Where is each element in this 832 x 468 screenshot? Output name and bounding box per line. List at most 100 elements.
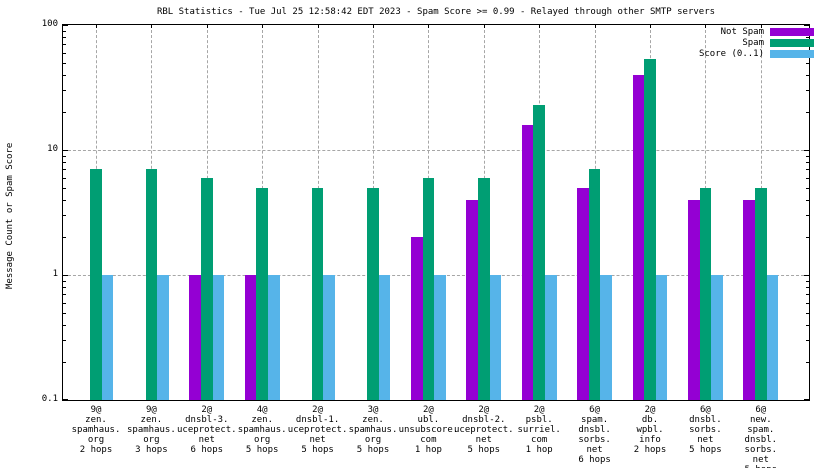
score-swatch <box>770 49 814 58</box>
y-minor-tick <box>806 312 809 314</box>
y-minor-tick <box>63 90 66 92</box>
x-axis-label: 2@ db. wpbl. info 2 hops <box>633 405 667 455</box>
x-axis-label: 2@ ubl. unsubscore. com 1 hop <box>398 405 459 455</box>
bar-score-0-1 <box>378 275 391 400</box>
x-axis-label: 3@ zen. spamhaus. org 5 hops <box>348 405 398 455</box>
y-tick-label: 1 <box>52 269 58 279</box>
bar-spam <box>311 187 324 400</box>
bar-spam <box>90 169 102 400</box>
bar-not-spam <box>521 124 534 400</box>
y-major-tick <box>63 275 68 276</box>
y-minor-tick <box>806 294 809 296</box>
not-spam-swatch <box>770 27 814 36</box>
x-tick <box>483 25 485 28</box>
y-minor-tick <box>63 52 66 54</box>
bar-spam <box>256 187 268 400</box>
y-minor-tick <box>806 74 809 76</box>
legend-item-not-spam: Not Spam <box>699 26 814 37</box>
bar-not-spam <box>411 237 423 400</box>
y-minor-tick <box>63 74 66 76</box>
bar-score-0-1 <box>268 275 280 400</box>
x-tick <box>373 25 374 28</box>
y-minor-tick <box>63 340 66 342</box>
y-major-tick <box>804 150 809 151</box>
y-minor-tick <box>63 187 66 189</box>
bar-spam <box>644 59 656 400</box>
y-minor-tick <box>806 324 809 326</box>
y-major-tick <box>63 25 68 26</box>
y-tick-label: 100 <box>41 19 58 29</box>
y-minor-tick <box>806 37 809 39</box>
y-minor-tick <box>63 215 66 217</box>
y-axis-label: Message Count or Spam Score <box>5 142 15 289</box>
y-minor-tick <box>806 215 809 217</box>
bar-not-spam <box>743 199 755 400</box>
x-tick <box>650 25 651 28</box>
x-tick <box>760 25 762 28</box>
y-minor-tick <box>63 30 66 32</box>
bar-score-0-1 <box>434 275 446 400</box>
bar-score-0-1 <box>655 275 668 400</box>
y-minor-tick <box>806 90 809 92</box>
bar-not-spam <box>688 199 700 400</box>
y-minor-tick <box>63 112 66 114</box>
bar-not-spam <box>189 275 201 400</box>
y-minor-tick <box>806 237 809 239</box>
y-minor-tick <box>63 362 66 364</box>
y-minor-tick <box>63 237 66 239</box>
y-minor-tick <box>63 302 66 304</box>
bar-not-spam <box>577 187 589 400</box>
spam-swatch <box>770 38 814 47</box>
y-minor-tick <box>806 155 809 157</box>
bar-not-spam <box>244 275 257 400</box>
bar-spam <box>478 177 490 400</box>
y-minor-tick <box>806 187 809 189</box>
x-tick <box>317 25 319 28</box>
legend-label: Spam <box>742 37 764 48</box>
x-axis-label: 6@ new. spam. dnsbl. sorbs. net 5 hops <box>744 405 778 468</box>
y-minor-tick <box>63 37 66 39</box>
bar-spam <box>145 169 158 400</box>
x-tick <box>705 25 707 28</box>
x-axis-label: 6@ spam. dnsbl. sorbs. net 6 hops <box>578 405 611 465</box>
bar-score-0-1 <box>157 275 169 400</box>
y-major-tick <box>804 399 809 400</box>
y-major-tick <box>804 275 809 276</box>
y-minor-tick <box>63 312 66 314</box>
y-tick-label: 0.1 <box>41 394 58 404</box>
y-minor-tick <box>63 199 66 201</box>
y-minor-tick <box>63 280 66 282</box>
legend-item-score: Score (0..1) <box>699 48 814 59</box>
y-minor-tick <box>806 340 809 342</box>
plot-area <box>62 24 810 401</box>
legend-label: Not Spam <box>720 26 764 37</box>
bar-score-0-1 <box>489 275 502 400</box>
y-minor-tick <box>63 155 66 157</box>
x-axis-label: 4@ zen. spamhaus. org 5 hops <box>237 405 287 455</box>
y-minor-tick <box>806 302 809 304</box>
bar-score-0-1 <box>766 275 779 400</box>
x-tick <box>262 25 264 28</box>
bar-spam <box>699 187 712 400</box>
x-tick <box>206 25 208 28</box>
bar-score-0-1 <box>545 275 557 400</box>
y-minor-tick <box>806 199 809 201</box>
y-minor-tick <box>806 280 809 282</box>
grid-line-horizontal <box>63 150 809 151</box>
y-minor-tick <box>63 162 66 164</box>
bar-spam <box>588 169 601 400</box>
y-major-tick <box>63 399 68 400</box>
x-tick <box>96 25 97 28</box>
bar-score-0-1 <box>212 275 225 400</box>
y-minor-tick <box>63 169 66 171</box>
y-minor-tick <box>806 169 809 171</box>
y-minor-tick <box>63 287 66 289</box>
y-minor-tick <box>63 62 66 64</box>
x-tick <box>594 25 596 28</box>
legend: Not Spam Spam Score (0..1) <box>699 26 814 59</box>
bar-score-0-1 <box>101 275 114 400</box>
legend-item-spam: Spam <box>699 37 814 48</box>
y-minor-tick <box>63 294 66 296</box>
bar-score-0-1 <box>323 275 335 400</box>
